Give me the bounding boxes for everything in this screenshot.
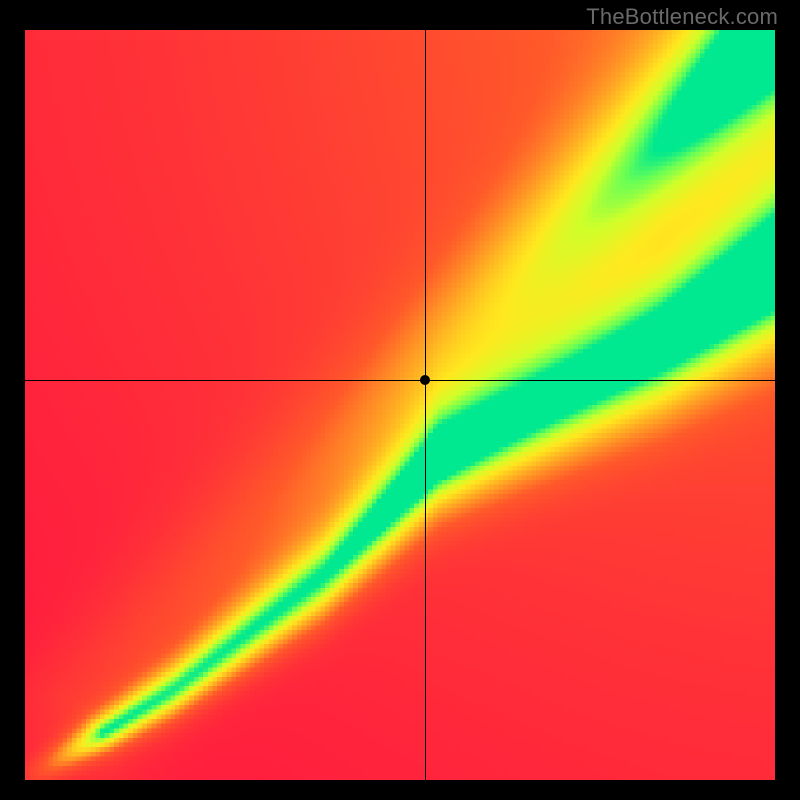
crosshair-marker bbox=[420, 375, 430, 385]
heatmap-canvas bbox=[25, 30, 775, 780]
crosshair-horizontal bbox=[25, 380, 775, 381]
watermark-text: TheBottleneck.com bbox=[586, 4, 778, 30]
crosshair-vertical bbox=[425, 30, 426, 780]
chart-container: TheBottleneck.com bbox=[0, 0, 800, 800]
plot-area bbox=[25, 30, 775, 780]
